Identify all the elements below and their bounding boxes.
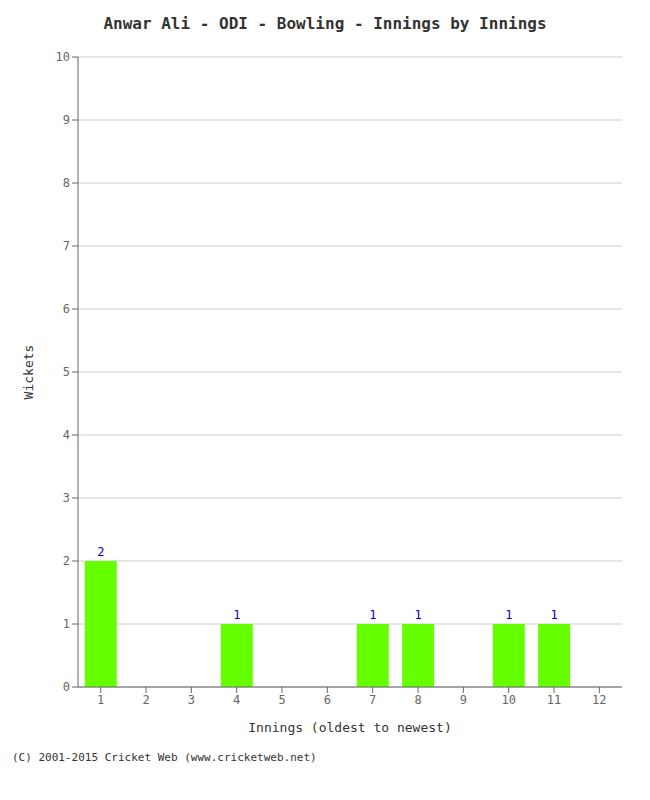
svg-text:4: 4 <box>63 428 70 442</box>
svg-text:12: 12 <box>592 693 606 707</box>
svg-text:7: 7 <box>63 239 70 253</box>
svg-text:4: 4 <box>233 693 240 707</box>
svg-text:2: 2 <box>63 554 70 568</box>
svg-text:6: 6 <box>324 693 331 707</box>
svg-text:2: 2 <box>142 693 149 707</box>
html-text:(C) 2001-2015 Cricket Web (www: (C) 2001-2015 Cricket Web (www.cricketwe… <box>12 751 317 764</box>
svg-text:5: 5 <box>63 365 70 379</box>
svg-text:1: 1 <box>233 608 240 622</box>
svg-text:10: 10 <box>56 50 70 64</box>
svg-text:8: 8 <box>414 693 421 707</box>
html-text:Anwar Ali - ODI - Bowling - In: Anwar Ali - ODI - Bowling - Innings by I… <box>103 14 547 33</box>
svg-text:10: 10 <box>501 693 515 707</box>
svg-text:1: 1 <box>369 608 376 622</box>
svg-text:8: 8 <box>63 176 70 190</box>
svg-text:1: 1 <box>551 608 558 622</box>
svg-text:6: 6 <box>63 302 70 316</box>
svg-text:1: 1 <box>415 608 422 622</box>
svg-text:11: 11 <box>547 693 561 707</box>
svg-text:Wickets: Wickets <box>21 345 36 400</box>
svg-text:1: 1 <box>97 693 104 707</box>
svg-text:1: 1 <box>63 617 70 631</box>
svg-text:2: 2 <box>97 545 104 559</box>
svg-text:5: 5 <box>278 693 285 707</box>
svg-text:9: 9 <box>460 693 467 707</box>
svg-text:7: 7 <box>369 693 376 707</box>
svg-text:3: 3 <box>63 491 70 505</box>
svg-text:Innings (oldest to newest): Innings (oldest to newest) <box>248 720 452 735</box>
svg-text:0: 0 <box>63 680 70 694</box>
svg-text:9: 9 <box>63 113 70 127</box>
svg-text:1: 1 <box>505 608 512 622</box>
svg-text:3: 3 <box>188 693 195 707</box>
